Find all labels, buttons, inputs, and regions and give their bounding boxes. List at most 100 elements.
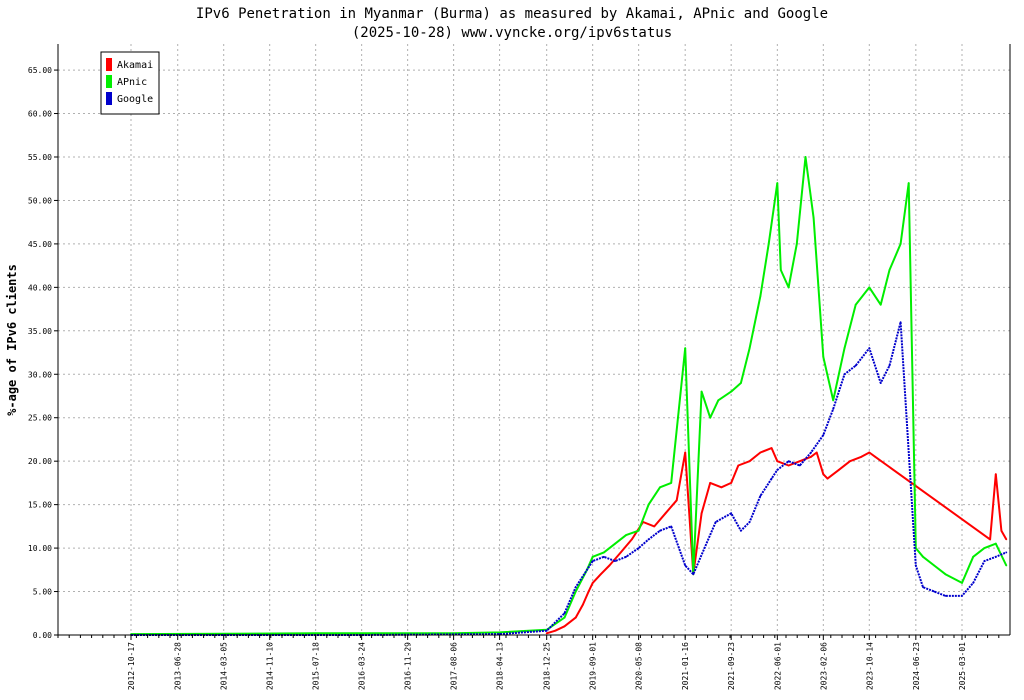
- data-point-google: [603, 555, 605, 558]
- y-tick-label: 35.00: [28, 327, 52, 336]
- data-point-akamai: [675, 499, 678, 502]
- data-point-apnic: [907, 182, 910, 185]
- data-point-apnic: [961, 582, 963, 584]
- data-point-google: [879, 382, 882, 384]
- legend: Akamai APnic Google: [100, 51, 160, 115]
- data-point-akamai: [787, 464, 790, 467]
- y-tick-label: 5.00: [33, 588, 52, 597]
- data-point-akamai: [630, 538, 633, 541]
- data-point-akamai: [770, 447, 773, 449]
- y-tick-label: 55.00: [28, 153, 52, 162]
- data-point-apnic: [787, 286, 790, 289]
- series-apnic: [130, 156, 1008, 636]
- data-point-google: [868, 347, 871, 350]
- data-point-akamai: [599, 573, 602, 576]
- data-point-akamai: [868, 451, 871, 454]
- y-axis-label: %-age of IPv6 clients: [5, 264, 19, 416]
- x-tick-label: 2019-09-01: [589, 642, 598, 690]
- data-point-google: [983, 560, 986, 562]
- data-point-apnic: [832, 399, 835, 402]
- data-point-google: [545, 629, 548, 632]
- y-tick-label: 45.00: [28, 240, 52, 249]
- x-tick-label: 2018-04-13: [496, 642, 505, 690]
- data-point-google: [888, 364, 891, 367]
- y-tick-label: 60.00: [28, 110, 52, 119]
- y-tick-label: 65.00: [28, 66, 52, 75]
- y-tick-label: 20.00: [28, 457, 52, 466]
- data-point-google: [703, 547, 706, 549]
- data-point-google: [972, 582, 975, 584]
- data-point-akamai: [700, 512, 703, 515]
- data-point-apnic: [670, 482, 673, 484]
- x-tick-label: 2018-12-25: [543, 642, 552, 690]
- y-tick-label: 50.00: [28, 196, 52, 205]
- data-point-akamai: [798, 460, 801, 463]
- data-point-google: [692, 573, 695, 576]
- data-point-apnic: [795, 243, 798, 245]
- data-point-akamai: [608, 564, 611, 567]
- data-point-google: [770, 477, 773, 480]
- data-point-google: [748, 521, 751, 523]
- x-tick-label: 2017-08-06: [450, 642, 459, 690]
- series-google: [130, 321, 1008, 636]
- y-tick-label: 30.00: [28, 370, 52, 379]
- data-point-apnic: [659, 486, 661, 489]
- legend-label-apnic: APnic: [117, 77, 147, 88]
- data-point-google: [787, 460, 790, 463]
- x-tick-label: 2021-09-23: [727, 642, 736, 690]
- data-point-google: [854, 364, 857, 367]
- data-point-google: [563, 612, 566, 615]
- data-point-google: [922, 586, 924, 589]
- y-tick-label: 15.00: [28, 501, 52, 510]
- data-point-akamai: [664, 512, 667, 515]
- data-point-apnic: [700, 390, 703, 393]
- chart-subtitle: (2025-10-28) www.vyncke.org/ipv6status: [352, 25, 672, 41]
- x-tick-label: 2022-06-01: [773, 642, 782, 690]
- data-point-akamai: [748, 460, 751, 463]
- data-point-akamai: [720, 486, 723, 489]
- x-tick-label: 2021-01-16: [681, 642, 690, 690]
- data-point-apnic: [647, 503, 650, 506]
- series-akamai: [545, 447, 1008, 635]
- data-point-akamai: [776, 460, 779, 463]
- data-point-akamai: [582, 603, 584, 606]
- y-tick-label: 40.00: [28, 283, 52, 292]
- data-point-apnic: [854, 303, 857, 306]
- data-point-apnic: [740, 382, 742, 384]
- grid: [58, 44, 1010, 635]
- data-point-apnic: [498, 631, 501, 634]
- x-tick-label: 2012-10-17: [127, 642, 136, 690]
- y-ticks: 0.00 5.00 10.00 15.00 20.00 25.00 30.00 35.00 40…: [28, 66, 52, 640]
- data-point-akamai: [653, 525, 656, 528]
- axes: [54, 44, 1011, 640]
- data-point-apnic: [603, 551, 605, 554]
- legend-label-google: Google: [117, 94, 153, 105]
- y-tick-label: 25.00: [28, 414, 52, 423]
- data-point-apnic: [944, 573, 947, 576]
- data-point-google: [591, 560, 594, 562]
- data-point-apnic: [709, 416, 712, 419]
- data-point-apnic: [717, 399, 720, 402]
- data-point-akamai: [563, 625, 566, 628]
- data-point-google: [659, 529, 661, 532]
- data-point-apnic: [868, 286, 871, 289]
- data-point-akamai: [554, 629, 557, 632]
- data-point-apnic: [748, 347, 751, 350]
- x-tick-label: 2014-11-10: [266, 642, 275, 690]
- data-point-apnic: [879, 303, 882, 306]
- data-point-akamai: [874, 455, 877, 458]
- data-point-akamai: [737, 464, 740, 467]
- data-point-google: [810, 451, 812, 454]
- data-point-akamai: [545, 632, 548, 635]
- data-point-akamai: [709, 482, 712, 484]
- x-tick-label: 2013-06-28: [174, 642, 183, 690]
- data-point-google: [944, 595, 947, 597]
- data-point-google: [1005, 551, 1008, 554]
- data-point-google: [832, 408, 835, 410]
- data-point-google: [961, 595, 963, 597]
- data-point-google: [914, 564, 917, 567]
- data-point-akamai: [822, 473, 825, 476]
- data-point-akamai: [574, 616, 577, 619]
- data-point-akamai: [837, 469, 840, 471]
